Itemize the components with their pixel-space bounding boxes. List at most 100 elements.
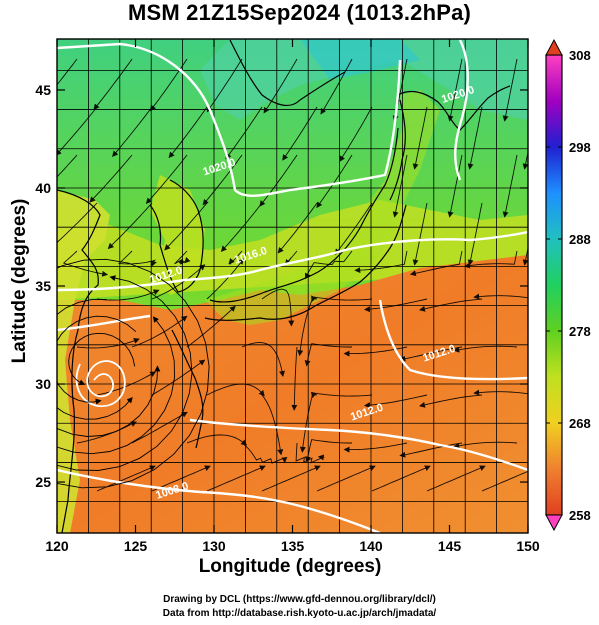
streamline	[291, 346, 298, 411]
colorbar-ticks: 308 298 288 278 268 258	[546, 48, 591, 523]
streamline	[502, 154, 518, 218]
streamline	[297, 297, 318, 357]
streamline	[447, 58, 463, 122]
streamline	[412, 202, 428, 266]
streamline	[151, 359, 206, 396]
x-tick-label: 125	[124, 538, 148, 554]
mainland-field	[57, 190, 110, 533]
streamline	[310, 391, 373, 399]
streamline	[150, 58, 188, 112]
streamline	[419, 298, 483, 312]
typhoon-streamline	[57, 315, 137, 405]
streamline	[354, 250, 408, 274]
streamline	[57, 202, 98, 248]
y-tick-label: 40	[35, 180, 51, 196]
streamline	[364, 394, 428, 409]
colorbar-tick-label: 288	[569, 232, 591, 247]
x-tick-label: 130	[202, 538, 226, 554]
streamline	[304, 250, 353, 280]
streamline	[502, 58, 518, 122]
streamline	[57, 106, 98, 156]
streamline	[473, 293, 528, 300]
colorbar: 308 298 288 278 268 258	[545, 38, 591, 532]
streamline	[412, 106, 428, 170]
streamline	[259, 154, 298, 207]
streamline	[316, 154, 353, 209]
streamline	[409, 250, 463, 277]
colorbar-tick-label: 258	[569, 508, 591, 523]
colorbar-tick-label: 268	[569, 416, 591, 431]
streamline	[93, 58, 133, 111]
korea-field	[150, 175, 205, 295]
streamline	[62, 250, 109, 277]
streamline	[206, 465, 266, 492]
streamline	[282, 106, 318, 161]
streamline	[304, 343, 352, 367]
streamline	[481, 470, 528, 492]
y-tick-label: 35	[35, 278, 51, 294]
colorbar-tick-label: 308	[569, 48, 591, 63]
cool-zone	[200, 39, 528, 120]
typhoon-streamline	[57, 258, 210, 489]
streamline	[96, 289, 160, 301]
streamline	[261, 465, 321, 492]
streamline	[467, 202, 483, 266]
x-axis-label: Longitude (degrees)	[198, 556, 382, 577]
cold-zone	[300, 39, 420, 80]
streamline	[202, 154, 243, 206]
streamline	[304, 439, 352, 463]
streamline	[343, 442, 408, 453]
colorbar-tick-label: 278	[569, 324, 591, 339]
streamline	[206, 58, 243, 113]
y-tick-label: 30	[35, 376, 51, 392]
typhoon-streamline	[57, 365, 161, 437]
streamline	[311, 295, 373, 303]
streamline	[277, 202, 318, 254]
streamline	[419, 394, 483, 408]
streamline	[261, 288, 295, 327]
streamline	[464, 250, 518, 269]
y-axis-label: Latitude (degrees)	[9, 198, 30, 364]
x-tick-label: 135	[281, 538, 305, 554]
credit-drawing: Drawing by DCL (https://www.gfd-dennou.o…	[163, 594, 436, 605]
y-tick-label: 45	[35, 82, 51, 98]
streamline	[241, 341, 285, 377]
isobar-contours	[57, 39, 528, 533]
streamline	[151, 465, 211, 492]
streamline	[364, 298, 428, 313]
typhoon-streamlines	[57, 258, 210, 489]
streamline	[168, 106, 208, 159]
typhoon-streamline	[57, 298, 133, 420]
x-tick-label: 120	[45, 538, 69, 554]
streamline	[228, 250, 243, 265]
streamline	[57, 154, 78, 178]
x-tick-label: 140	[359, 538, 383, 554]
x-tick-label: 150	[516, 538, 540, 554]
streamline	[522, 149, 528, 170]
plot-area: 1020.01020.01016.01012.01012.01012.01008…	[57, 39, 528, 533]
streamline	[447, 154, 463, 218]
credit-data: Data from http://database.rish.kyoto-u.a…	[162, 608, 437, 619]
streamline	[186, 434, 248, 446]
streamline	[206, 383, 265, 397]
streamline	[343, 346, 408, 357]
y-tick-label: 25	[35, 474, 51, 490]
streamline	[241, 442, 288, 464]
streamline	[522, 245, 528, 266]
streamline	[284, 250, 298, 266]
streamline	[426, 465, 486, 492]
typhoon-streamline	[68, 332, 136, 386]
streamline	[112, 106, 153, 157]
typhoon-streamline	[57, 316, 175, 455]
x-axis-ticks: 120 125 130 135 140 145 150	[45, 39, 540, 554]
streamline	[320, 58, 353, 115]
streamline	[334, 202, 373, 255]
streamline	[295, 442, 326, 464]
typhoon-streamline	[57, 275, 193, 471]
streamline	[473, 389, 528, 396]
streamline	[392, 154, 408, 218]
colorbar-max-triangle	[545, 38, 563, 56]
streamline	[118, 250, 157, 267]
streamline	[145, 154, 188, 205]
